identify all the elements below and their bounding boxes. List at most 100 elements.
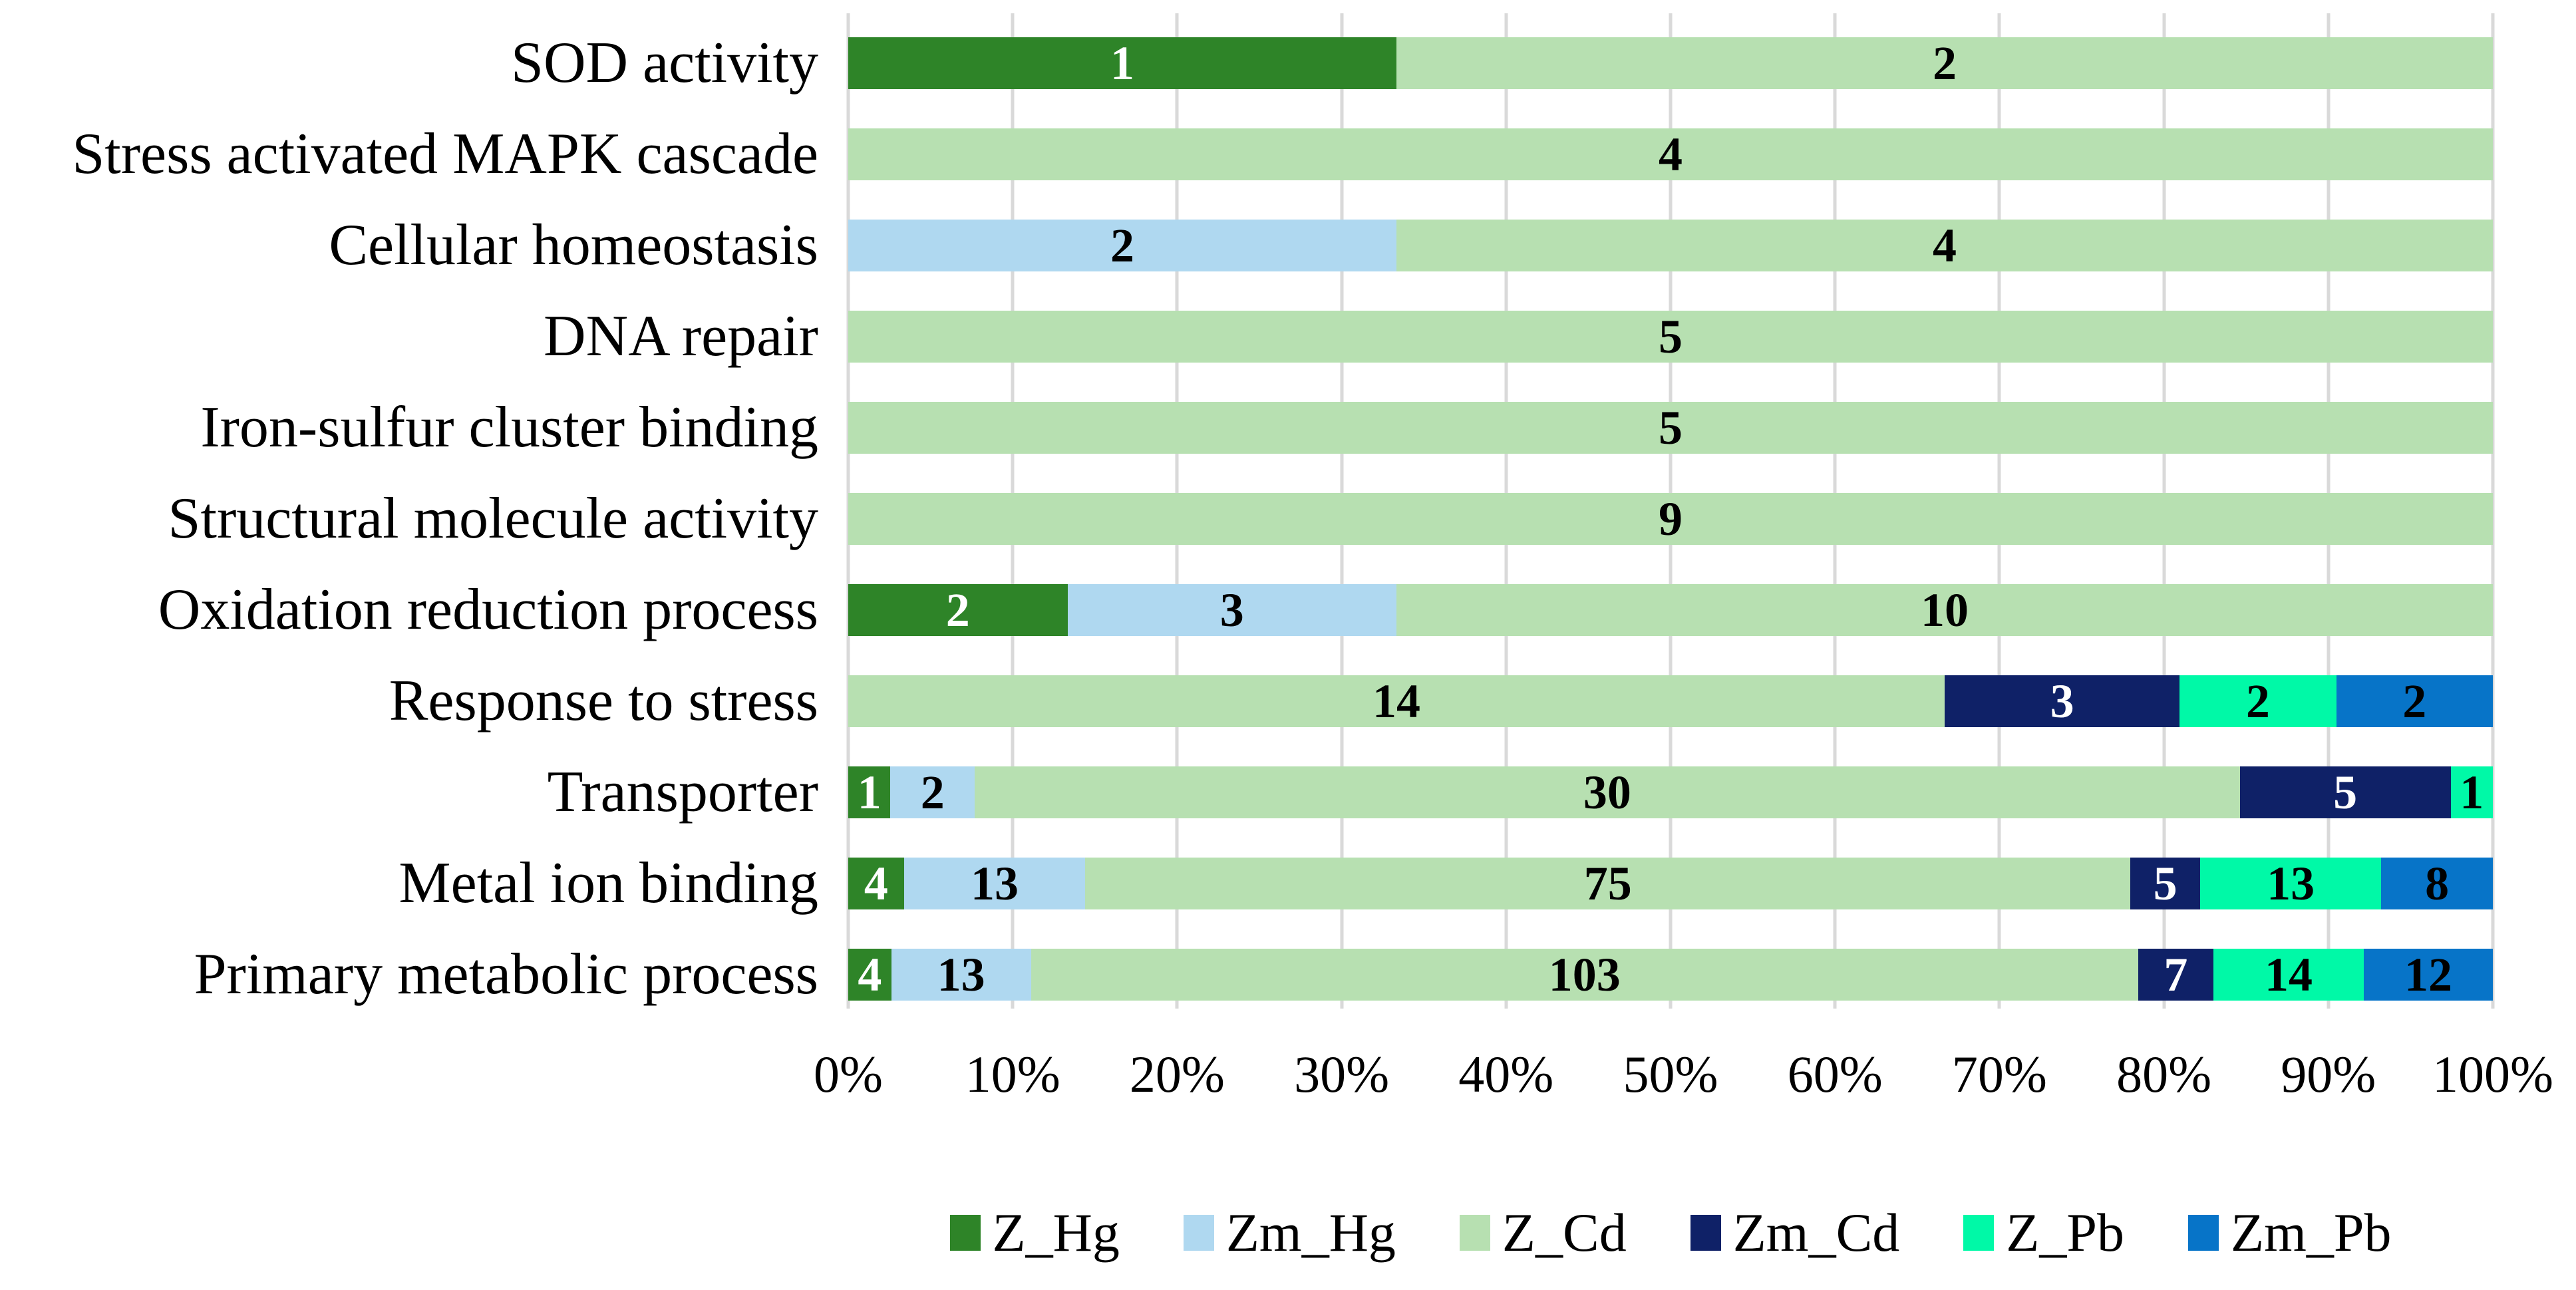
legend-item-Z_Cd: Z_Cd (1459, 1202, 1627, 1263)
category-row: Response to stress 14 3 2 2 (0, 655, 2576, 746)
bar-segment-Zm_Hg: 3 (1067, 583, 1396, 637)
bar-track: 9 (848, 492, 2493, 546)
bar-value-label: 2 (920, 765, 945, 819)
bar-track: 4 13 103 7 14 12 (848, 947, 2493, 1001)
legend-swatch-icon (1459, 1215, 1490, 1251)
legend-swatch-icon (1963, 1215, 1995, 1251)
category-row: Primary metabolic process 4 13 103 7 14 12 (0, 929, 2576, 1020)
bar-value-label: 4 (858, 947, 882, 1001)
legend-item-Z_Hg: Z_Hg (949, 1202, 1120, 1263)
bar-track: 5 (848, 310, 2493, 363)
x-tick-label: 0% (814, 1045, 883, 1103)
category-label: Cellular homeostasis (329, 212, 818, 277)
bar-segment-Z_Cd: 5 (848, 401, 2493, 454)
bar-value-label: 1 (2460, 765, 2484, 819)
legend-label: Zm_Hg (1225, 1202, 1396, 1263)
gridline (2491, 13, 2495, 1009)
bar-value-label: 75 (1583, 856, 1632, 910)
bar-segment-Z_Cd: 5 (848, 310, 2493, 363)
bar-segment-Zm_Hg: 2 (848, 218, 1396, 272)
category-row: Iron-sulfur cluster binding 5 (0, 382, 2576, 473)
bar-value-label: 2 (1933, 36, 1957, 90)
bar-segment-Z_Cd: 9 (848, 492, 2493, 546)
legend-label: Z_Hg (992, 1202, 1120, 1263)
category-label: Structural molecule activity (168, 486, 818, 551)
legend-item-Zm_Pb: Zm_Pb (2188, 1206, 2391, 1260)
category-label: Stress activated MAPK cascade (72, 121, 818, 186)
category-row: Metal ion binding 4 13 75 5 13 8 (0, 838, 2576, 929)
bar-segment-Zm_Cd: 5 (2130, 856, 2201, 910)
x-tick-label: 40% (1458, 1045, 1554, 1103)
chart-rows: SOD activity 1 2 Stress activated MAPK casc… (0, 17, 2576, 1020)
bar-value-label: 8 (2425, 856, 2450, 910)
bar-segment-Z_Pb: 13 (2200, 857, 2382, 909)
bar-segment-Z_Pb: 2 (2179, 675, 2336, 727)
bar-segment-Z_Cd: 10 (1396, 583, 2493, 636)
legend-swatch-icon (1183, 1215, 1214, 1251)
category-row: Transporter 1 2 30 5 1 (0, 746, 2576, 838)
bar-track: 4 (848, 128, 2493, 180)
bar-value-label: 9 (1659, 492, 1683, 546)
bar-segment-Z_Hg: 1 (848, 765, 891, 819)
bar-value-label: 4 (864, 856, 888, 910)
bar-segment-Z_Cd: 2 (1396, 37, 2493, 89)
legend: Z_Hg Zm_Hg Z_Cd Zm_Cd Z_Pb Zm_Pb (848, 1190, 2493, 1276)
bar-value-label: 13 (937, 947, 985, 1001)
bar-value-label: 2 (945, 583, 970, 637)
bar-value-label: 103 (1548, 947, 1621, 1001)
bar-segment-Z_Hg: 4 (848, 856, 904, 910)
bar-segment-Z_Hg: 2 (848, 583, 1068, 637)
bar-track: 2 3 10 (848, 583, 2493, 637)
category-label: Oxidation reduction process (158, 577, 818, 642)
bar-value-label: 1 (857, 765, 882, 819)
bar-segment-Z_Cd: 103 (1031, 947, 2138, 1001)
category-label: DNA repair (544, 303, 818, 369)
bar-value-label: 1 (1110, 36, 1134, 90)
legend-item-Zm_Cd: Zm_Cd (1690, 1202, 1900, 1263)
bar-value-label: 12 (2404, 947, 2453, 1001)
category-row: SOD activity 1 2 (0, 17, 2576, 108)
bar-segment-Z_Cd: 14 (848, 675, 1945, 727)
category-label: SOD activity (511, 30, 818, 95)
bar-segment-Zm_Hg: 13 (891, 947, 1031, 1001)
bar-track: 4 13 75 5 13 8 (848, 856, 2493, 910)
bar-segment-Zm_Hg: 2 (890, 766, 975, 818)
bar-segment-Zm_Hg: 13 (903, 857, 1086, 909)
bar-value-label: 5 (2333, 765, 2358, 819)
bar-track: 1 2 30 5 1 (848, 766, 2493, 818)
category-label: Transporter (547, 759, 818, 824)
bar-segment-Zm_Cd: 5 (2239, 765, 2451, 819)
legend-label: Z_Pb (2006, 1202, 2124, 1263)
bar-value-label: 3 (2050, 674, 2074, 728)
x-tick-label: 20% (1129, 1045, 1225, 1103)
bar-value-label: 30 (1583, 765, 1631, 819)
bar-segment-Z_Cd: 4 (848, 128, 2493, 180)
x-tick-label: 10% (965, 1045, 1060, 1103)
bar-value-label: 2 (1110, 218, 1134, 272)
x-tick-label: 30% (1294, 1045, 1390, 1103)
legend-item-Z_Pb: Z_Pb (1963, 1206, 2124, 1260)
bar-value-label: 5 (2153, 856, 2177, 910)
x-tick-label: 90% (2281, 1045, 2376, 1103)
category-row: DNA repair 5 (0, 291, 2576, 382)
legend-item-Zm_Hg: Zm_Hg (1183, 1202, 1396, 1263)
bar-track: 5 (848, 401, 2493, 454)
category-label: Metal ion binding (399, 850, 818, 915)
bar-segment-Z_Hg: 1 (848, 37, 1396, 89)
bar-segment-Z_Hg: 4 (848, 947, 891, 1001)
legend-label: Zm_Pb (2231, 1202, 2392, 1263)
legend-label: Zm_Cd (1732, 1202, 1900, 1263)
category-row: Structural molecule activity 9 (0, 473, 2576, 564)
x-tick-label: 80% (2116, 1045, 2212, 1103)
bar-value-label: 4 (1933, 218, 1957, 272)
category-row: Oxidation reduction process 2 3 10 (0, 564, 2576, 655)
legend-swatch-icon (1690, 1215, 1721, 1251)
bar-value-label: 14 (1372, 674, 1420, 728)
legend-label: Z_Cd (1502, 1202, 1627, 1263)
bar-value-label: 3 (1219, 583, 1244, 637)
bar-value-label: 7 (2164, 947, 2188, 1001)
bar-segment-Z_Pb: 1 (2450, 765, 2493, 819)
x-tick-label: 60% (1787, 1045, 1883, 1103)
